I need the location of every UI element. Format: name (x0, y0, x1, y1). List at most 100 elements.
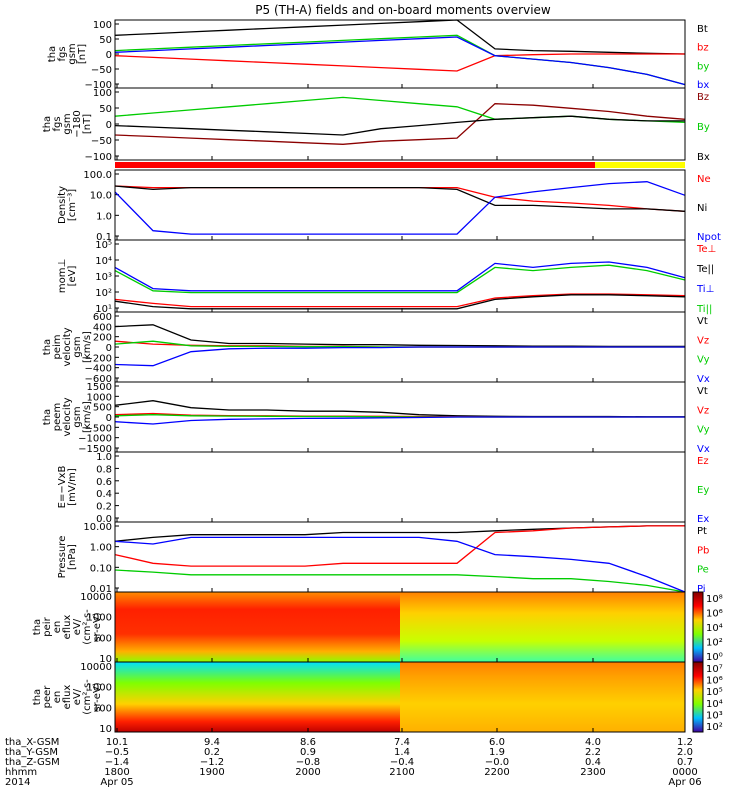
series-line (114, 36, 686, 86)
series-line (114, 181, 686, 235)
y-tick-label: 1000 (87, 683, 112, 694)
ylabel-line: eflux (62, 615, 73, 640)
y-tick-label: 1000 (87, 392, 112, 403)
ylabel-line: en (52, 621, 63, 634)
x-row-label: tha_X-GSM (5, 737, 59, 748)
x-row-value: 4.0 (585, 737, 601, 748)
x-row-value: 0.4 (585, 757, 601, 768)
legend-entry: Te|| (696, 264, 714, 275)
spectrogram-right (400, 592, 685, 662)
x-row-value: 2000 (295, 767, 320, 778)
colorbar (692, 661, 704, 733)
y-tick-label: −600 (85, 374, 112, 385)
y-tick-label: 10 (99, 724, 112, 735)
ylabel-line: [km/s] (82, 331, 93, 363)
series-line (114, 324, 685, 348)
panel-frame (114, 87, 686, 161)
series-line (114, 525, 685, 567)
x-row-value: 1.2 (677, 737, 693, 748)
ylabel-line: gsm (67, 43, 78, 64)
panel-density: Density [cm⁻³] 100.0 10.0 1.0 0.1 Ne Ni Npot (57, 169, 721, 243)
legend-entry: Ti⊥ (696, 284, 714, 295)
x-row-value: 7.4 (394, 737, 410, 748)
x-row-value: 0.9 (300, 747, 316, 758)
colorbar-label: 10⁴ (706, 623, 723, 634)
ylabel-line: (cm²-s- (82, 609, 93, 645)
x-row-value: 2.0 (677, 747, 693, 758)
x-row-value: −0.8 (296, 757, 320, 768)
y-tick-label: 100 (93, 20, 112, 31)
legend-entry: Vx (697, 374, 710, 385)
colorbar-label: 10⁰ (706, 652, 723, 663)
panel-peim_velocity: tha peim velocity gsm [km/s]6004002000−200−4… (42, 311, 710, 385)
legend-entry: Ni (697, 203, 707, 214)
legend-entry: Ti|| (696, 304, 712, 315)
ylabel-line: peer (42, 685, 53, 709)
ylabel-line: [nT] (82, 114, 93, 134)
ylabel-line: velocity (62, 327, 73, 366)
legend-entry: By (697, 122, 710, 133)
x-row-value: −0.4 (390, 757, 414, 768)
legend-entry: Ne (697, 174, 711, 185)
x-row-value: 1800 (104, 767, 129, 778)
y-tick-label: 0.01 (90, 584, 112, 595)
y-tick-label: 0 (106, 120, 112, 131)
x-row-value: 1.4 (394, 747, 410, 758)
series-line (114, 185, 686, 212)
y-tick-label: −1500 (78, 444, 112, 455)
ylabel-line: eflux (62, 685, 73, 710)
x-row-value: 1900 (199, 767, 224, 778)
panel-pressure: Pressure [nPa] 10.00 1.00 0.10 0.01 Pt Pb Pe Pi (57, 521, 709, 595)
series-line (114, 536, 686, 593)
ylabel-line: fgs (52, 116, 63, 131)
y-tick-label: 0 (106, 413, 112, 424)
legend-entry: Bt (697, 24, 708, 35)
panel-fgs_gsm_180: tha fgs gsm −180 [nT] 100 50 0 −50 −100 Bz By Bx (42, 87, 710, 163)
series-line (114, 293, 686, 308)
ylabel-line: tha (32, 689, 43, 705)
x-row-label: hhmm (5, 767, 37, 778)
colorbar (692, 591, 704, 663)
ylabel-line: eV/ (72, 688, 83, 705)
ylabel-line: sr-eV) (92, 612, 103, 641)
ylabel-line: E=−VxB (57, 466, 68, 509)
ylabel-line: tha (42, 339, 53, 355)
x-row-value: Apr 06 (668, 777, 701, 788)
y-tick-label: 500 (93, 403, 112, 414)
legend-entry: Vz (697, 335, 709, 346)
y-tick-label: −50 (91, 136, 112, 147)
y-tick-label: 10.0 (90, 191, 112, 202)
panel-efield: E=−VxB [mV/m] 1.00.8 0.60.4 0.20.0 Ez Ey Ex (57, 451, 709, 525)
y-tick-label: −50 (91, 65, 112, 76)
ylabel-line: −180 (72, 110, 83, 137)
ylabel-line: eV/ (72, 618, 83, 635)
x-row-value: 10.1 (106, 737, 128, 748)
legend-entry: Vt (697, 316, 708, 327)
y-tick-label: 0.1 (96, 232, 112, 243)
legend-entry: Vx (697, 444, 710, 455)
y-tick-label: 10000 (80, 662, 112, 673)
y-tick-label: 10² (95, 288, 112, 299)
y-tick-label: 400 (93, 322, 112, 333)
y-tick-label: 0 (106, 343, 112, 354)
y-tick-label: −1000 (78, 434, 112, 445)
ylabel-line: velocity (62, 397, 73, 436)
x-row-value: 2100 (389, 767, 414, 778)
panel-peer_spec: tha peer en eflux eV/(cm²-s-sr-eV) 10000 1000 1… (32, 661, 723, 735)
ylabel-line: tha (32, 619, 43, 635)
x-row-value: 0.7 (677, 757, 693, 768)
ylabel-line: (cm²-s- (82, 679, 93, 715)
x-row-label: 2014 (5, 777, 30, 788)
ylabel-line: [mV/m] (67, 468, 78, 506)
x-row-value: 2200 (484, 767, 509, 778)
y-tick-label: 0.2 (96, 502, 112, 513)
legend-entry: Pt (697, 526, 707, 537)
ylabel-line: tha (42, 116, 53, 132)
series-line (114, 53, 685, 72)
quality-bar-red (115, 162, 595, 168)
x-row-value: 2300 (580, 767, 605, 778)
x-row-label: tha_Z-GSM (5, 757, 60, 768)
y-tick-label: 50 (99, 104, 112, 115)
legend-entry: Pe (697, 565, 709, 576)
ylabel-line: [nT] (77, 44, 88, 64)
